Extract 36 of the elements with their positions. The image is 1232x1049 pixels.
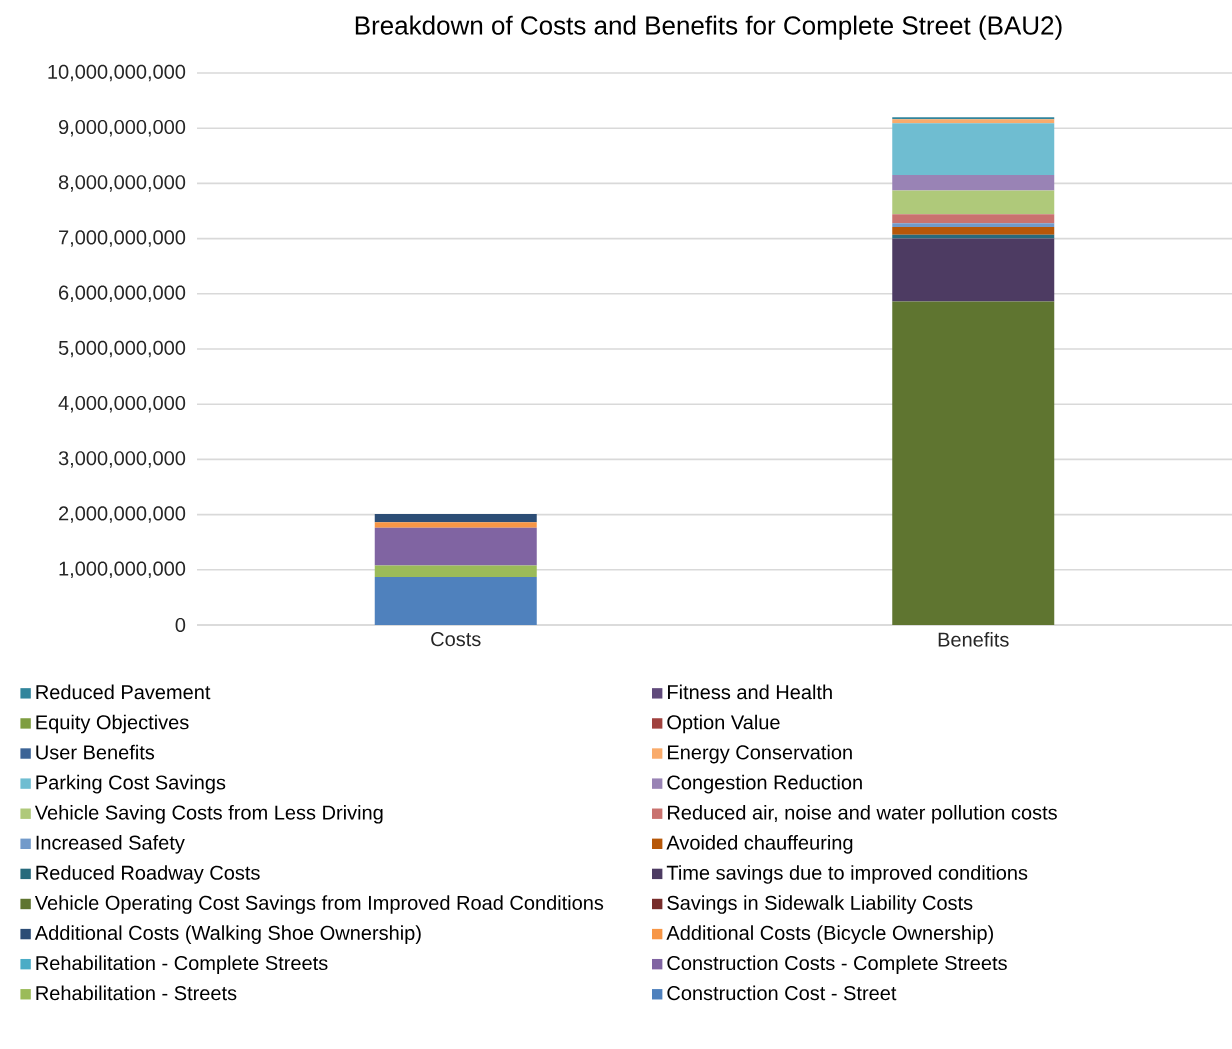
legend-label: User Benefits <box>36 744 155 760</box>
legend-label: Savings in Sidewalk Liability Costs <box>667 895 973 914</box>
legend-label: Reduced Pavement <box>36 684 211 700</box>
legend-label: Time savings due to improved conditions <box>666 865 1028 884</box>
legend-label: Fitness and Health <box>668 684 832 700</box>
legend-label: Congestion Reduction <box>667 774 862 794</box>
legend-label: Construction Cost - Street <box>667 985 897 1001</box>
legend-label: Rehabilitation - Streets <box>36 985 237 1001</box>
legend-label: Parking Cost Savings <box>36 774 226 794</box>
legend-label: Reduced Roadway Costs <box>36 865 260 884</box>
y-tick-label: 3,000,000,000 <box>58 451 186 468</box>
y-tick-label: 0 <box>175 617 186 633</box>
x-tick-label: Benefits <box>938 632 1009 647</box>
legend-label: Additional Costs (Walking Shoe Ownership) <box>34 925 421 944</box>
legend-label: Energy Conservation <box>668 744 852 764</box>
y-tick-label: 2,000,000,000 <box>59 506 186 523</box>
legend-label: Construction Costs - Complete Streets <box>667 955 1007 975</box>
x-tick-label: Costs <box>431 632 481 647</box>
chart-title: Breakdown of Costs and Benefits for Complete Street (BAU2) <box>355 15 1062 40</box>
legend-label: Rehabilitation - Complete Streets <box>36 955 328 975</box>
y-tick-label: 9,000,000,000 <box>58 119 186 137</box>
y-tick-label: 7,000,000,000 <box>59 230 186 247</box>
legend-label: Increased Safety <box>36 835 185 854</box>
legend-label: Vehicle Operating Cost Savings from Improved Road Conditions <box>34 895 604 914</box>
y-tick-label: 8,000,000,000 <box>58 175 186 192</box>
legend-label: Equity Objectives <box>36 714 189 734</box>
legend-label: Option Value <box>667 714 780 734</box>
legend-label: Additional Costs (Bicycle Ownership) <box>666 925 993 944</box>
y-tick-label: 6,000,000,000 <box>59 285 186 303</box>
y-tick-label: 5,000,000,000 <box>58 340 186 358</box>
y-tick-label: 10,000,000,000 <box>48 64 186 82</box>
legend-label: Avoided chauffeuring <box>666 835 853 854</box>
legend-label: Vehicle Saving Costs from Less Driving <box>34 804 383 824</box>
y-tick-label: 4,000,000,000 <box>58 395 186 413</box>
y-tick-label: 1,000,000,000 <box>59 561 186 579</box>
legend-label: Reduced air, noise and water pollution costs <box>668 804 1057 824</box>
